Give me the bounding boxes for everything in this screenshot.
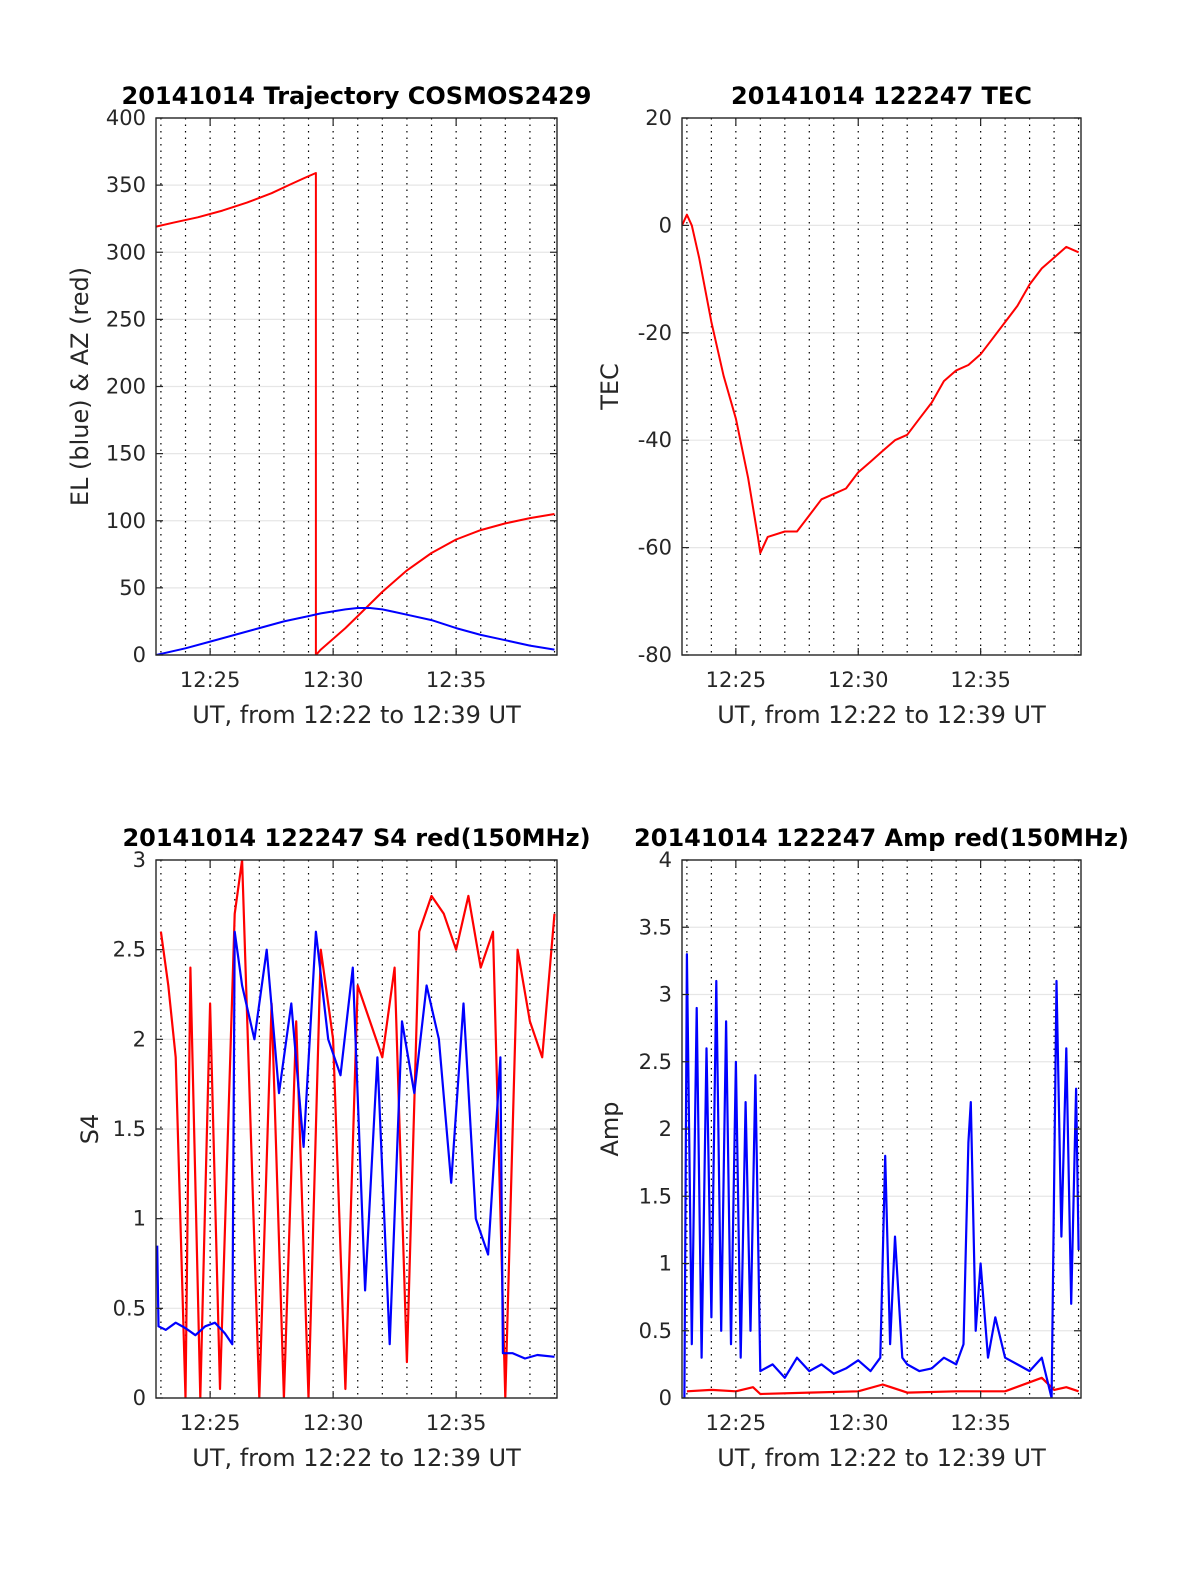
plot-area (156, 860, 556, 1398)
x-tick-label: 12:35 (426, 668, 487, 692)
chart-title: 20141014 122247 S4 red(150MHz) (122, 824, 590, 852)
y-tick-label: 0.5 (639, 1319, 672, 1343)
x-tick-label: 12:30 (828, 668, 889, 692)
y-axis-label: TEC (596, 363, 624, 411)
y-axis-label: S4 (76, 1114, 104, 1145)
chart-title: 20141014 122247 TEC (731, 82, 1032, 110)
panel-traj: 0 50 100 150 200 250 300 350 400 12:25 12:30 12:35 2… (66, 82, 591, 729)
y-axis-label: EL (blue) & AZ (red) (66, 267, 94, 506)
panel-amp: 0 0.5 1 1.5 2 2.5 3 3.5 4 12:25 12:30 12:35 20141014… (596, 824, 1129, 1472)
chart-title: 20141014 122247 Amp red(150MHz) (634, 824, 1129, 852)
y-tick-label: 3.5 (639, 915, 672, 939)
y-axis-label: Amp (596, 1101, 624, 1156)
x-axis-label: UT, from 12:22 to 12:39 UT (192, 701, 521, 729)
y-tick-label: 2 (659, 1117, 672, 1141)
plot-area (683, 953, 1080, 1398)
x-axis-label: UT, from 12:22 to 12:39 UT (717, 1444, 1046, 1472)
y-tick-label: 200 (106, 375, 146, 399)
panel-tec: -80 -60 -40 -20 0 20 12:25 12:30 12:35 20141014 1… (596, 82, 1082, 729)
y-tick-label: 400 (106, 106, 146, 130)
x-axis-label: UT, from 12:22 to 12:39 UT (717, 701, 1046, 729)
y-tick-label: 20 (645, 106, 672, 130)
y-tick-label: -40 (638, 428, 672, 452)
x-tick-label: 12:30 (303, 1411, 364, 1435)
y-tick-label: -80 (638, 643, 672, 667)
y-tick-label: 1.5 (113, 1117, 146, 1141)
series-line-el (156, 607, 555, 655)
y-tick-label: 2.5 (639, 1050, 672, 1074)
x-tick-label: 12:35 (950, 668, 1011, 692)
y-tick-label: 2.5 (113, 938, 146, 962)
y-tick-label: 350 (106, 173, 146, 197)
y-tick-label: 1 (133, 1207, 146, 1231)
y-tick-label: -20 (638, 321, 672, 345)
x-tick-label: 12:25 (706, 1411, 767, 1435)
x-tick-label: 12:30 (303, 668, 364, 692)
series-line-blue (683, 953, 1080, 1398)
y-tick-label: -60 (638, 536, 672, 560)
y-tick-label: 0.5 (113, 1296, 146, 1320)
series-line-red (159, 860, 556, 1398)
y-tick-label: 250 (106, 307, 146, 331)
x-axis-label: UT, from 12:22 to 12:39 UT (192, 1444, 521, 1472)
y-tick-label: 300 (106, 240, 146, 264)
y-tick-label: 2 (133, 1027, 146, 1051)
y-tick-label: 3 (133, 848, 146, 872)
x-tick-label: 12:25 (706, 668, 767, 692)
panel-s4: 0 0.5 1 1.5 2 2.5 3 12:25 12:30 12:35 20141014 122… (76, 824, 591, 1472)
y-tick-label: 0 (133, 1386, 146, 1410)
x-tick-label: 12:35 (426, 1411, 487, 1435)
x-tick-label: 12:25 (180, 668, 241, 692)
chart-title: 20141014 Trajectory COSMOS2429 (122, 82, 592, 110)
series-line-tec (682, 213, 1080, 554)
x-tick-label: 12:25 (180, 1411, 241, 1435)
y-tick-label: 0 (659, 1386, 672, 1410)
plot-area (682, 213, 1080, 554)
x-tick-label: 12:30 (828, 1411, 889, 1435)
y-tick-label: 100 (106, 509, 146, 533)
axes-box (681, 117, 1082, 656)
x-tick-label: 12:35 (950, 1411, 1011, 1435)
y-tick-label: 50 (119, 576, 146, 600)
y-tick-label: 0 (133, 643, 146, 667)
y-tick-label: 4 (659, 848, 672, 872)
plot-area (156, 172, 555, 655)
y-tick-label: 1 (659, 1252, 672, 1276)
series-line-red (686, 1376, 1079, 1396)
y-tick-label: 150 (106, 442, 146, 466)
series-line-az (156, 172, 555, 655)
series-line-blue (156, 930, 555, 1360)
y-tick-label: 0 (659, 213, 672, 237)
y-tick-label: 3 (659, 983, 672, 1007)
y-tick-label: 1.5 (639, 1184, 672, 1208)
